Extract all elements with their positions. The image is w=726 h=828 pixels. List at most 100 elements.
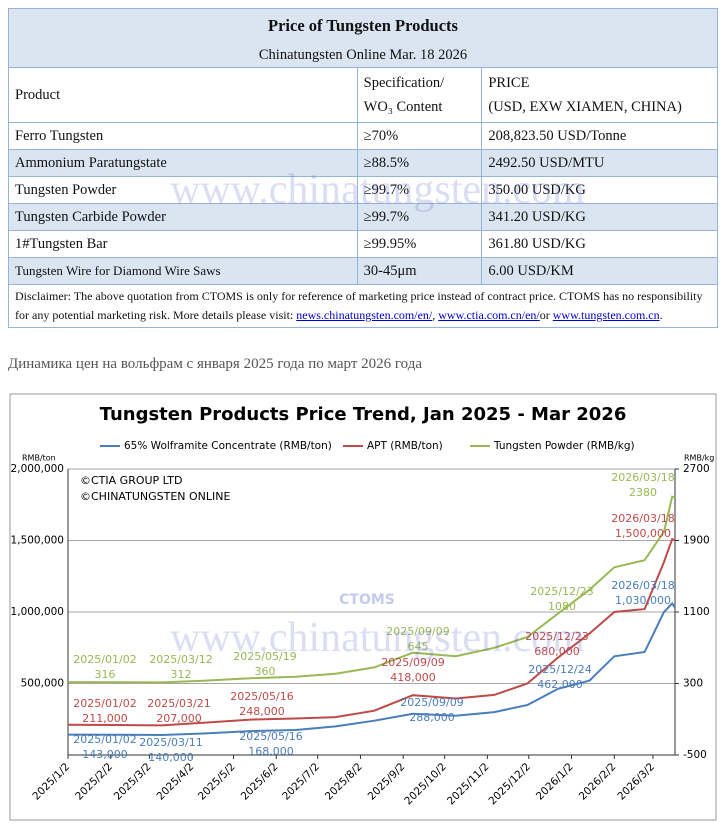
section-title: Динамика цен на вольфрам с января 2025 г… bbox=[8, 356, 423, 372]
annotation-label: 288,000 bbox=[409, 711, 455, 724]
header-cell: Specification/WO₃ Content bbox=[356, 67, 483, 123]
annotation-date: 2025/01/02 bbox=[73, 733, 136, 746]
table-title: Price of Tungsten Products bbox=[8, 8, 718, 43]
x-tick-label: 2025/3/2 bbox=[112, 761, 154, 803]
joiner: , bbox=[432, 308, 436, 322]
x-tick-label: 2025/12/2 bbox=[486, 761, 533, 808]
annotation-label: 316 bbox=[95, 668, 116, 681]
annotation-date: 2026/03/18 bbox=[611, 579, 674, 592]
cell: ≥88.5% bbox=[356, 149, 483, 177]
chart-frame bbox=[9, 393, 717, 821]
y-tick-label: 500,000 bbox=[21, 678, 64, 690]
legend-label: 65% Wolframite Concentrate (RMB/ton) bbox=[124, 440, 332, 452]
cell: 208,823.50 USD/Tonne bbox=[481, 122, 718, 150]
annotation-date: 2025/12/23 bbox=[525, 630, 588, 643]
annotation-label: 248,000 bbox=[239, 705, 285, 718]
subtitle-row: Chinatungsten Online Mar. 18 2026 bbox=[8, 43, 718, 68]
annotation-date: 2025/03/11 bbox=[139, 736, 202, 749]
y2-tick-label: 1100 bbox=[683, 606, 710, 618]
y2-tick-label: -500 bbox=[683, 749, 707, 761]
annotation-date: 2025/01/02 bbox=[73, 697, 136, 710]
x-tick-label: 2025/11/2 bbox=[445, 761, 492, 808]
annotation-date: 2025/09/09 bbox=[381, 656, 444, 669]
legend-label: Tungsten Powder (RMB/kg) bbox=[493, 440, 635, 452]
annotation-label: 2380 bbox=[629, 486, 657, 499]
annotation-date: 2025/12/23 bbox=[530, 585, 593, 598]
cell: 350.00 USD/KG bbox=[481, 176, 718, 204]
chart-title: Tungsten Products Price Trend, Jan 2025 … bbox=[100, 404, 627, 425]
annotation-label: 140,000 bbox=[148, 751, 194, 764]
y2-tick-label: 1900 bbox=[683, 535, 710, 547]
annotation-label: 211,000 bbox=[82, 712, 128, 725]
price-table: Price of Tungsten Products Chinatungsten … bbox=[8, 8, 718, 328]
header-cell: PRICE (USD, EXW XIAMEN, CHINA) bbox=[481, 67, 718, 123]
row: Tungsten Powder ≥99.7% 350.00 USD/KG bbox=[8, 176, 718, 204]
y2-tick-label: 300 bbox=[683, 678, 703, 690]
annotation-label: 312 bbox=[171, 668, 192, 681]
x-tick-label: 2025/7/2 bbox=[280, 761, 322, 803]
x-tick-label: 2026/3/2 bbox=[615, 761, 657, 803]
annotation-label: 143,000 bbox=[82, 748, 128, 761]
annotation-date: 2025/09/09 bbox=[386, 625, 449, 638]
series-line bbox=[67, 601, 676, 737]
header-line: PRICE bbox=[488, 75, 530, 91]
annotation-label: 1,030,000 bbox=[615, 594, 671, 607]
header-line: Specification/ bbox=[363, 75, 445, 91]
y-tick-label: 1,500,000 bbox=[11, 535, 64, 547]
y-tick-label: 1,000,000 bbox=[11, 606, 64, 618]
annotation-date: 2025/03/12 bbox=[149, 653, 212, 666]
cell: ≥70% bbox=[356, 122, 483, 150]
copyright: ©CTIA GROUP LTD bbox=[80, 474, 182, 487]
x-tick-label: 2025/10/2 bbox=[402, 761, 449, 808]
annotation-date: 2025/12/24 bbox=[528, 663, 591, 676]
cell: ≥99.95% bbox=[356, 230, 483, 258]
disclaimer: Disclaimer: The above quotation from CTO… bbox=[8, 284, 718, 328]
annotation-date: 2025/09/09 bbox=[400, 696, 463, 709]
row: Tungsten Wire for Diamond Wire Saws 30-45… bbox=[8, 257, 718, 285]
disclaimer-text: Disclaimer: The above quotation from CTO… bbox=[15, 289, 703, 322]
joiner: or bbox=[539, 308, 550, 322]
annotation-label: 360 bbox=[255, 665, 276, 678]
cell: ≥99.7% bbox=[356, 203, 483, 231]
row: Ammonium Paratungstate ≥88.5% 2492.50 USD/… bbox=[8, 149, 718, 177]
row: Ferro Tungsten ≥70% 208,823.50 USD/Tonne bbox=[8, 122, 718, 150]
x-tick-label: 2025/4/2 bbox=[155, 761, 197, 803]
y-tick-label: 2,000,000 bbox=[11, 463, 64, 475]
joiner: . bbox=[659, 308, 663, 322]
x-tick-label: 2025/6/2 bbox=[239, 761, 281, 803]
series-line bbox=[67, 495, 676, 684]
annotation-label: 168,000 bbox=[248, 745, 294, 758]
copyright: ©CHINATUNGSTEN ONLINE bbox=[80, 490, 230, 503]
cell: Tungsten Powder bbox=[8, 176, 358, 204]
link[interactable]: www.tungsten.com.cn bbox=[552, 308, 660, 322]
header-line: (USD, EXW XIAMEN, CHINA) bbox=[488, 99, 682, 115]
header-line: WO₃ Content bbox=[363, 99, 443, 115]
y2-tick-label: 2700 bbox=[683, 463, 710, 475]
cell: Ammonium Paratungstate bbox=[8, 149, 358, 177]
annotation-label: 418,000 bbox=[390, 671, 436, 684]
annotation-label: 207,000 bbox=[156, 712, 202, 725]
header-row: Product Specification/WO₃ Content PRICE (US… bbox=[8, 67, 718, 123]
annotation-label: 680,000 bbox=[534, 645, 580, 658]
y2-unit: RMB/kg bbox=[684, 454, 714, 463]
x-tick-label: 2025/5/2 bbox=[196, 761, 238, 803]
annotation-date: 2026/03/18 bbox=[611, 471, 674, 484]
link[interactable]: www.ctia.com.cn/en/ bbox=[438, 308, 540, 322]
header-line: Product bbox=[15, 87, 61, 103]
disclaimer-row: Disclaimer: The above quotation from CTO… bbox=[8, 284, 718, 328]
x-tick-label: 2025/8/2 bbox=[323, 761, 365, 803]
cell: 361.80 USD/KG bbox=[481, 230, 718, 258]
x-tick-label: 2025/9/2 bbox=[366, 761, 408, 803]
annotation-label: 1080 bbox=[548, 600, 576, 613]
link[interactable]: news.chinatungsten.com/en/ bbox=[296, 308, 433, 322]
row: Tungsten Carbide Powder ≥99.7% 341.20 USD/… bbox=[8, 203, 718, 231]
annotation-label: 462,000 bbox=[537, 678, 583, 691]
x-tick-label: 2026/2/2 bbox=[577, 761, 619, 803]
table-subtitle: Chinatungsten Online Mar. 18 2026 bbox=[8, 43, 718, 68]
cell: 30-45μm bbox=[356, 257, 483, 285]
legend-label: APT (RMB/ton) bbox=[367, 440, 443, 452]
x-tick-label: 2025/1/2 bbox=[30, 761, 72, 803]
title-row: Price of Tungsten Products bbox=[8, 8, 718, 43]
